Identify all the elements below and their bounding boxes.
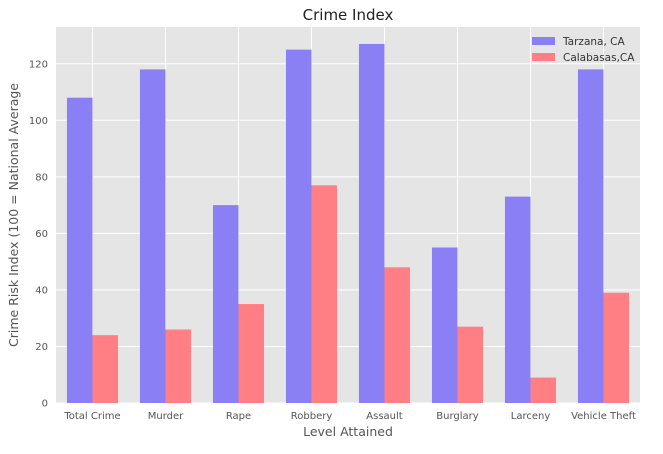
y-tick-label: 80 [35, 172, 48, 183]
x-tick-label: Murder [148, 411, 184, 422]
bar-tarzana [431, 247, 458, 403]
y-tick-label: 60 [35, 229, 48, 240]
bar-tarzana [139, 69, 166, 404]
x-axis-label: Level Attained [303, 424, 393, 439]
bar-calabasas [92, 335, 119, 403]
bar-tarzana [577, 69, 604, 404]
y-tick-label: 20 [35, 342, 48, 353]
bar-tarzana [285, 49, 312, 403]
y-tick-label: 40 [35, 285, 48, 296]
bar-calabasas [457, 326, 484, 403]
y-tick-label: 0 [42, 399, 48, 410]
bar-calabasas [238, 304, 265, 403]
bar-tarzana [66, 97, 93, 403]
legend: Tarzana, CA Calabasas,CA [532, 36, 635, 64]
bar-calabasas [165, 329, 192, 403]
x-tick-label: Rape [226, 411, 251, 422]
x-tick-label: Assault [366, 411, 403, 422]
x-tick-label: Vehicle Theft [571, 411, 636, 422]
x-tick-label: Total Crime [63, 411, 120, 422]
y-tick-label: 120 [29, 59, 48, 70]
chart-title: Crime Index [303, 6, 394, 24]
legend-swatch-tarzana [532, 37, 555, 45]
bar-calabasas [311, 185, 338, 403]
x-tick-label: Robbery [291, 411, 333, 422]
bar-tarzana [504, 196, 531, 403]
bar-tarzana [212, 205, 239, 403]
legend-label-tarzana: Tarzana, CA [562, 36, 625, 48]
legend-label-calabasas: Calabasas,CA [563, 52, 635, 64]
y-tick-label: 100 [29, 116, 48, 127]
bar-calabasas [603, 292, 630, 403]
bar-tarzana [358, 43, 385, 404]
x-tick-label: Larceny [511, 411, 551, 422]
bars [66, 43, 630, 404]
x-tick-label: Burglary [436, 411, 478, 422]
bar-calabasas [384, 267, 411, 403]
legend-swatch-calabasas [532, 53, 555, 61]
y-axis-label: Crime Risk Index (100 = National Average [6, 83, 21, 347]
tick-labels: 0 20 40 60 80 100 120 Total Crime Murder Rape Robb… [29, 59, 636, 422]
bar-calabasas [530, 377, 557, 403]
